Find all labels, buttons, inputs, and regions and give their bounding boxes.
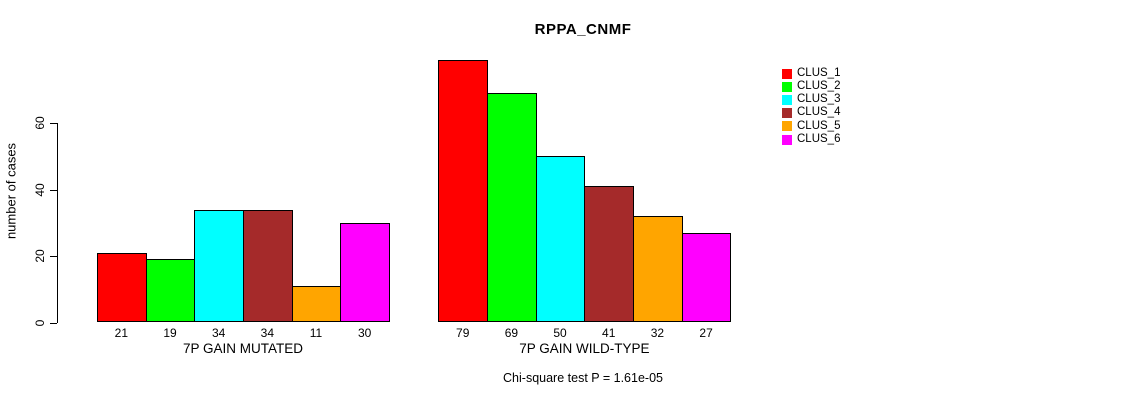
- bar-clus_3-group2: [536, 156, 586, 322]
- bar-clus_2-group2: [487, 93, 537, 322]
- legend-swatch-clus_5: [782, 121, 792, 131]
- bar-clus_1-group2: [438, 60, 488, 323]
- bar-value-label: 19: [163, 326, 176, 340]
- bar-value-label: 21: [115, 326, 128, 340]
- y-tick: [50, 123, 57, 124]
- bar-value-label: 11: [310, 326, 322, 340]
- y-axis-line: [57, 123, 58, 323]
- legend-swatch-clus_6: [782, 135, 792, 145]
- legend-swatch-clus_3: [782, 95, 792, 105]
- bar-clus_5-group2: [633, 216, 683, 322]
- y-tick: [50, 256, 57, 257]
- bar-value-label: 27: [699, 326, 712, 340]
- bar-clus_2-group1: [146, 259, 196, 322]
- legend-item-clus_1: CLUS_1: [782, 67, 840, 80]
- chart-canvas: RPPA_CNMF number of cases 0 20 40 60 21 19 34…: [0, 0, 1140, 400]
- bar-clus_1-group1: [97, 253, 147, 323]
- legend-swatch-clus_2: [782, 82, 792, 92]
- legend-label: CLUS_2: [797, 81, 840, 93]
- legend-label: CLUS_4: [797, 107, 840, 119]
- legend-label: CLUS_1: [797, 68, 840, 80]
- bar-clus_5-group1: [292, 286, 342, 323]
- bar-clus_6-group1: [340, 223, 390, 323]
- bar-value-label: 69: [505, 326, 518, 340]
- bar-clus_3-group1: [194, 210, 244, 323]
- y-tick-label: 40: [33, 183, 47, 196]
- bar-value-label: 32: [651, 326, 664, 340]
- y-tick-label: 60: [33, 116, 47, 129]
- y-tick: [50, 190, 57, 191]
- legend-item-clus_4: CLUS_4: [782, 107, 840, 120]
- y-axis-label: number of cases: [4, 143, 19, 239]
- legend-item-clus_5: CLUS_5: [782, 120, 840, 133]
- legend-label: CLUS_3: [797, 94, 840, 106]
- bar-value-label: 79: [456, 326, 469, 340]
- legend-item-clus_6: CLUS_6: [782, 133, 840, 146]
- bar-clus_4-group2: [584, 186, 634, 322]
- bar-value-label: 34: [212, 326, 225, 340]
- legend-label: CLUS_6: [797, 134, 840, 146]
- legend: CLUS_1CLUS_2CLUS_3CLUS_4 CLUS_5CLUS_6: [782, 67, 840, 146]
- chi-square-annotation: Chi-square test P = 1.61e-05: [503, 371, 663, 385]
- bar-value-label: 34: [261, 326, 274, 340]
- bar-clus_4-group1: [243, 210, 293, 323]
- bar-value-label: 30: [358, 326, 371, 340]
- legend-label: CLUS_5: [797, 121, 840, 133]
- group-label-1: 7P GAIN MUTATED: [183, 341, 303, 356]
- bar-value-label: 50: [553, 326, 566, 340]
- chart-title: RPPA_CNMF: [535, 21, 632, 38]
- legend-item-clus_3: CLUS_3: [782, 93, 840, 106]
- bar-clus_6-group2: [682, 233, 732, 323]
- y-tick: [50, 323, 57, 324]
- legend-swatch-clus_1: [782, 69, 792, 79]
- y-tick-label: 0: [33, 319, 47, 326]
- legend-item-clus_2: CLUS_2: [782, 80, 840, 93]
- group-label-2: 7P GAIN WILD-TYPE: [519, 341, 649, 356]
- y-tick-label: 20: [33, 249, 47, 262]
- legend-swatch-clus_4: [782, 108, 792, 118]
- bar-value-label: 41: [602, 326, 615, 340]
